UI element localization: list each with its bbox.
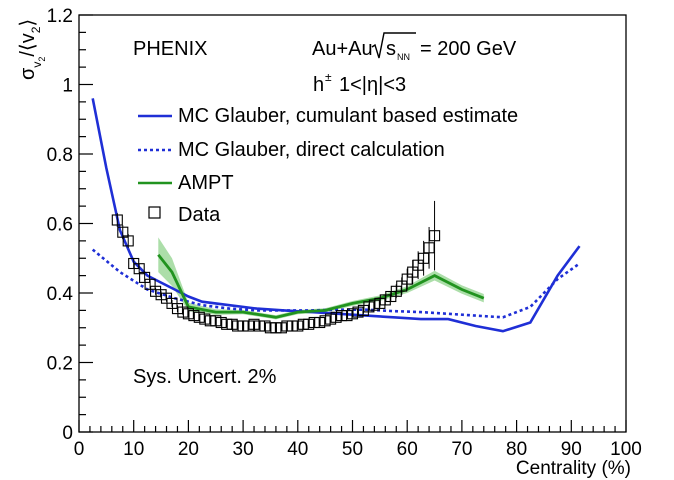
data-point: [122, 235, 134, 247]
x-tick-label: 20: [178, 439, 199, 460]
y-axis-title-rest-close: ⟩: [17, 19, 39, 27]
system-label-suffix: = 200 GeV: [420, 38, 517, 60]
x-tick-label: 30: [233, 439, 254, 460]
y-axis-title-rest-sub: 2: [29, 26, 43, 33]
x-tick-label: 40: [287, 439, 308, 460]
y-axis-title-main: σ: [17, 67, 39, 80]
legend-label-ampt: AMPT: [178, 172, 234, 194]
particle-label-charge: ±: [325, 70, 332, 84]
x-tick-label: 0: [74, 439, 85, 460]
data-points-layer: [111, 200, 441, 334]
axis-ticks-layer: [78, 14, 627, 433]
y-tick-label: 1: [62, 76, 73, 97]
system-label-nn: NN: [397, 52, 410, 62]
particle-label-h: h: [313, 74, 324, 96]
x-axis-title: Centrality (%): [516, 458, 631, 479]
particle-label: h ± 1<|η|<3: [313, 70, 406, 96]
x-tick-label: 50: [342, 439, 363, 460]
data-point: [111, 214, 123, 226]
y-axis-title: σv2/⟨v2⟩: [17, 19, 47, 80]
y-axis-title-sub: v: [30, 62, 44, 68]
ampt-uncertainty-band-layer: [158, 237, 484, 320]
experiment-label: PHENIX: [133, 38, 207, 60]
y-tick-label: 0.6: [47, 215, 73, 236]
x-tick-label: 70: [451, 439, 472, 460]
legend-swatch-open-square: [148, 206, 161, 219]
legend-label-direct: MC Glauber, direct calculation: [178, 139, 445, 161]
ampt-uncertainty-band: [158, 237, 484, 320]
series-line-cumulant: [91, 98, 581, 333]
y-tick-label: 0.8: [47, 145, 73, 166]
legend: MC Glauber, cumulant based estimate MC G…: [138, 105, 518, 226]
data-point: [423, 242, 435, 254]
y-tick-label: 0: [62, 423, 73, 444]
x-tick-label: 80: [506, 439, 527, 460]
system-label: Au+Au s NN = 200 GeV: [312, 32, 517, 62]
sys-uncert-label: Sys. Uncert. 2%: [133, 366, 277, 388]
axis-tick-labels-layer: 0 10 20 30 40 50 60 70 80 90 100 0 0.2 0.4 0.6 0.8 1 1.2: [47, 6, 642, 460]
legend-item-data: Data: [148, 204, 221, 226]
x-tick-label: 90: [561, 439, 582, 460]
y-tick-label: 0.2: [47, 354, 73, 375]
data-point: [418, 252, 430, 264]
legend-item-cumulant: MC Glauber, cumulant based estimate: [138, 105, 518, 127]
legend-item-ampt: AMPT: [138, 172, 234, 194]
system-label-sqrt-s: s: [386, 38, 396, 60]
legend-item-direct: MC Glauber, direct calculation: [138, 139, 445, 161]
y-tick-label: 1.2: [47, 6, 73, 27]
y-axis-title-subsub: 2: [37, 57, 47, 62]
y-axis-title-rest-open: /⟨v: [17, 33, 39, 56]
legend-label-data: Data: [178, 204, 221, 226]
particle-label-cut: 1<|η|<3: [339, 74, 406, 96]
x-tick-label: 10: [123, 439, 144, 460]
y-tick-label: 0.4: [47, 284, 74, 305]
data-point: [429, 230, 441, 242]
sqrt-sign-icon: [371, 32, 416, 59]
x-tick-label: 60: [397, 439, 418, 460]
x-tick-label: 100: [610, 439, 642, 460]
system-label-prefix: Au+Au: [312, 38, 373, 60]
legend-label-cumulant: MC Glauber, cumulant based estimate: [178, 105, 518, 127]
series-line-ampt: [157, 253, 485, 319]
